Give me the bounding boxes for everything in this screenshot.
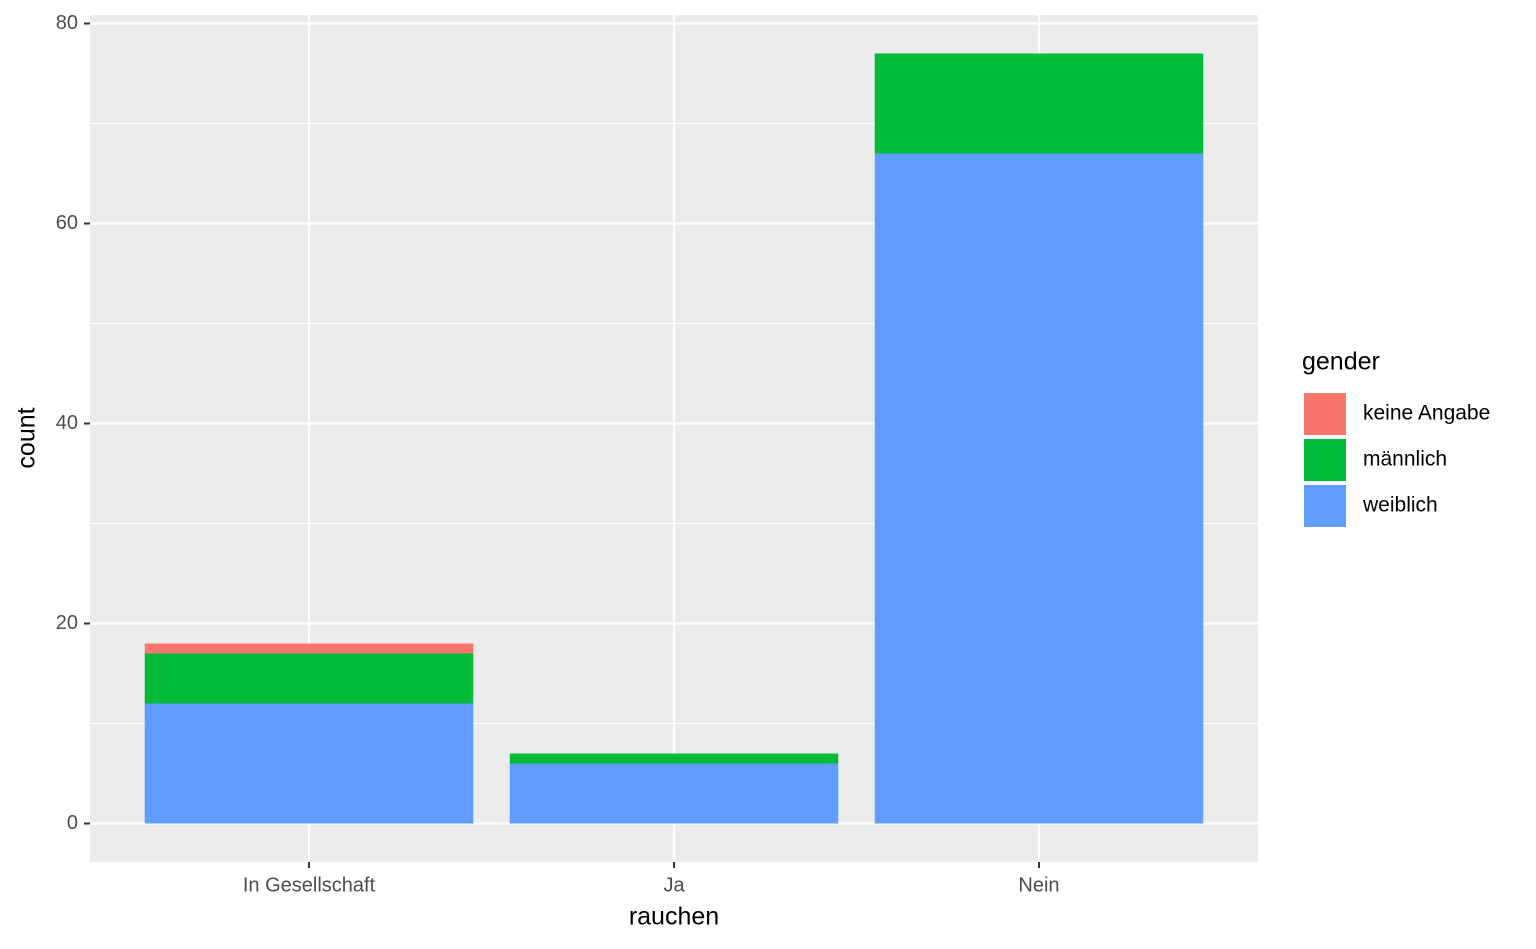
bar-segment xyxy=(874,53,1204,154)
bar-segment xyxy=(509,753,839,764)
y-tick-label: 40 xyxy=(56,412,78,434)
legend-key xyxy=(1304,393,1346,435)
y-tick-label: 0 xyxy=(67,812,78,834)
y-tick-label: 20 xyxy=(56,612,78,634)
x-tick-label: Nein xyxy=(1018,874,1059,896)
x-tick-label: In Gesellschaft xyxy=(243,874,376,896)
bar-segment xyxy=(144,653,474,704)
legend-label: keine Angabe xyxy=(1363,402,1490,425)
bar-segment xyxy=(144,643,474,654)
legend-label: männlich xyxy=(1363,448,1447,471)
bar-segment xyxy=(144,703,474,824)
legend-label: weiblich xyxy=(1362,494,1438,517)
y-tick-label: 60 xyxy=(56,212,78,234)
bar-segment xyxy=(874,153,1204,824)
x-axis-title: rauchen xyxy=(629,903,719,931)
bar-segment xyxy=(509,763,839,824)
y-tick-label: 80 xyxy=(56,12,78,34)
legend-key xyxy=(1304,439,1346,481)
y-axis-title: count xyxy=(13,407,41,468)
legend-title: gender xyxy=(1302,348,1380,376)
legend-key xyxy=(1304,485,1346,527)
x-tick-label: Ja xyxy=(663,874,685,896)
